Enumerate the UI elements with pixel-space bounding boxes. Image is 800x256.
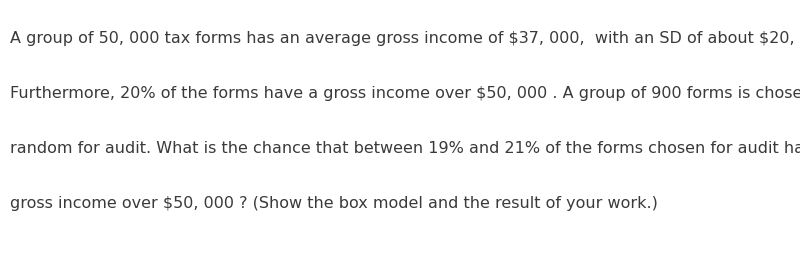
Text: Furthermore, 20% of the forms have a gross income over \$50, 000 . A group of 90: Furthermore, 20% of the forms have a gro… <box>10 86 800 101</box>
Text: A group of 50, 000 tax forms has an average gross income of \$37, 000,  with an : A group of 50, 000 tax forms has an aver… <box>10 31 800 46</box>
Text: random for audit. What is the chance that between 19% and 21% of the forms chose: random for audit. What is the chance tha… <box>10 141 800 156</box>
Text: gross income over \$50, 000 ? (Show the box model and the result of your work.): gross income over \$50, 000 ? (Show the … <box>10 196 658 211</box>
